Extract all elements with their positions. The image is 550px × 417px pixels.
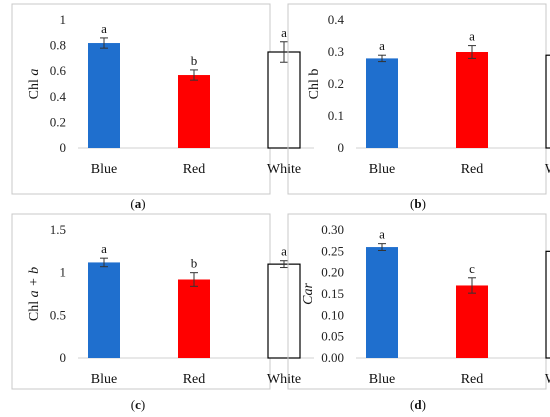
category-label: Red [183, 372, 206, 387]
y-axis-label-part: a [27, 69, 42, 76]
significance-label: a [379, 38, 385, 53]
y-axis-label: Car [301, 283, 316, 305]
panel-label: (d) [410, 397, 426, 412]
y-axis-label-part: Chl b [307, 69, 322, 100]
category-label: White [267, 162, 301, 177]
y-tick-label: 1 [60, 12, 67, 27]
panel-label-letter: a [135, 196, 142, 211]
significance-label: b [191, 53, 198, 68]
y-tick-label: 0.4 [328, 12, 345, 27]
significance-label: b [191, 256, 198, 271]
bar-blue [88, 262, 120, 358]
category-label: Red [183, 162, 206, 177]
y-tick-label: 0.00 [321, 350, 344, 365]
y-tick-label: 0.15 [321, 286, 344, 301]
y-axis-label: Chl b [307, 69, 322, 100]
panel-label-paren: ) [422, 196, 426, 211]
significance-label: a [379, 227, 385, 242]
bar-white [545, 54, 550, 149]
panel-label-paren: ) [422, 397, 426, 412]
bar-blue [366, 247, 398, 358]
panel-label-letter: b [414, 196, 421, 211]
bar-white [267, 51, 301, 149]
chart-panel-d: 0.00 0.05 0.10 0.15 0.20 0.25 0.30 Car a Blue c Red… [287, 213, 550, 390]
significance-label: a [101, 241, 107, 256]
panel-label-paren: ( [130, 196, 134, 211]
y-axis-label-part: a + b [27, 267, 42, 297]
category-label: White [545, 162, 550, 177]
y-axis-label: Chl a [27, 69, 42, 100]
panel-label: (c) [131, 397, 145, 412]
bar-white [545, 250, 550, 359]
panel-label-paren: ( [410, 397, 414, 412]
panel-label: (a) [130, 196, 145, 211]
y-tick-label: 0.2 [50, 114, 66, 129]
significance-label: a [469, 29, 475, 44]
category-label: Red [461, 162, 484, 177]
y-tick-label: 0.6 [50, 63, 67, 78]
y-tick-label: 0.5 [50, 307, 66, 322]
panel-frame [287, 3, 547, 195]
y-tick-label: 0.8 [50, 38, 66, 53]
y-tick-label: 0.2 [328, 76, 344, 91]
y-tick-label: 0 [60, 140, 67, 155]
y-tick-label: 0.10 [321, 307, 344, 322]
panel-label-paren: ) [141, 196, 145, 211]
y-tick-label: 0.30 [321, 222, 344, 237]
bar-blue [88, 43, 120, 148]
panel-label-paren: ) [141, 397, 145, 412]
significance-label: a [281, 244, 287, 259]
bar-red [456, 52, 488, 148]
bar-white [267, 263, 301, 359]
y-tick-label: 0.1 [328, 108, 344, 123]
panel-label-letter: c [135, 397, 141, 412]
y-axis-label: Chl a + b [27, 267, 42, 321]
category-label: Blue [369, 162, 395, 177]
y-tick-label: 1 [60, 265, 67, 280]
bar-blue [366, 58, 398, 148]
y-axis-label-part: Chl [27, 76, 42, 100]
significance-label: a [101, 21, 107, 36]
y-tick-label: 0.20 [321, 265, 344, 280]
panel-frame [11, 213, 271, 390]
panel-label-letter: d [414, 397, 422, 412]
category-label: Red [461, 372, 484, 387]
significance-label: c [469, 261, 475, 276]
y-tick-label: 0.3 [328, 44, 344, 59]
category-label: Blue [91, 372, 117, 387]
category-label: Blue [91, 162, 117, 177]
significance-label: a [281, 25, 287, 40]
y-tick-label: 0.05 [321, 329, 344, 344]
category-label: Blue [369, 372, 395, 387]
bar-red [178, 75, 210, 148]
panel-label: (b) [410, 196, 426, 211]
panel-label-paren: ( [131, 397, 135, 412]
y-tick-label: 0 [338, 140, 345, 155]
y-axis-label-part: Chl [27, 297, 42, 321]
y-tick-label: 0 [60, 350, 67, 365]
y-tick-label: 1.5 [50, 222, 66, 237]
chart-panel-c: 0 0.5 1 1.5 Chl a + b a Blue b Red a White [11, 213, 314, 390]
category-label: White [545, 372, 550, 387]
category-label: White [267, 372, 301, 387]
y-axis-label-part: Car [301, 283, 316, 305]
panel-label-paren: ( [410, 196, 414, 211]
bar-red [178, 279, 210, 358]
y-tick-label: 0.4 [50, 89, 67, 104]
y-tick-label: 0.25 [321, 243, 344, 258]
bar-red [456, 285, 488, 358]
